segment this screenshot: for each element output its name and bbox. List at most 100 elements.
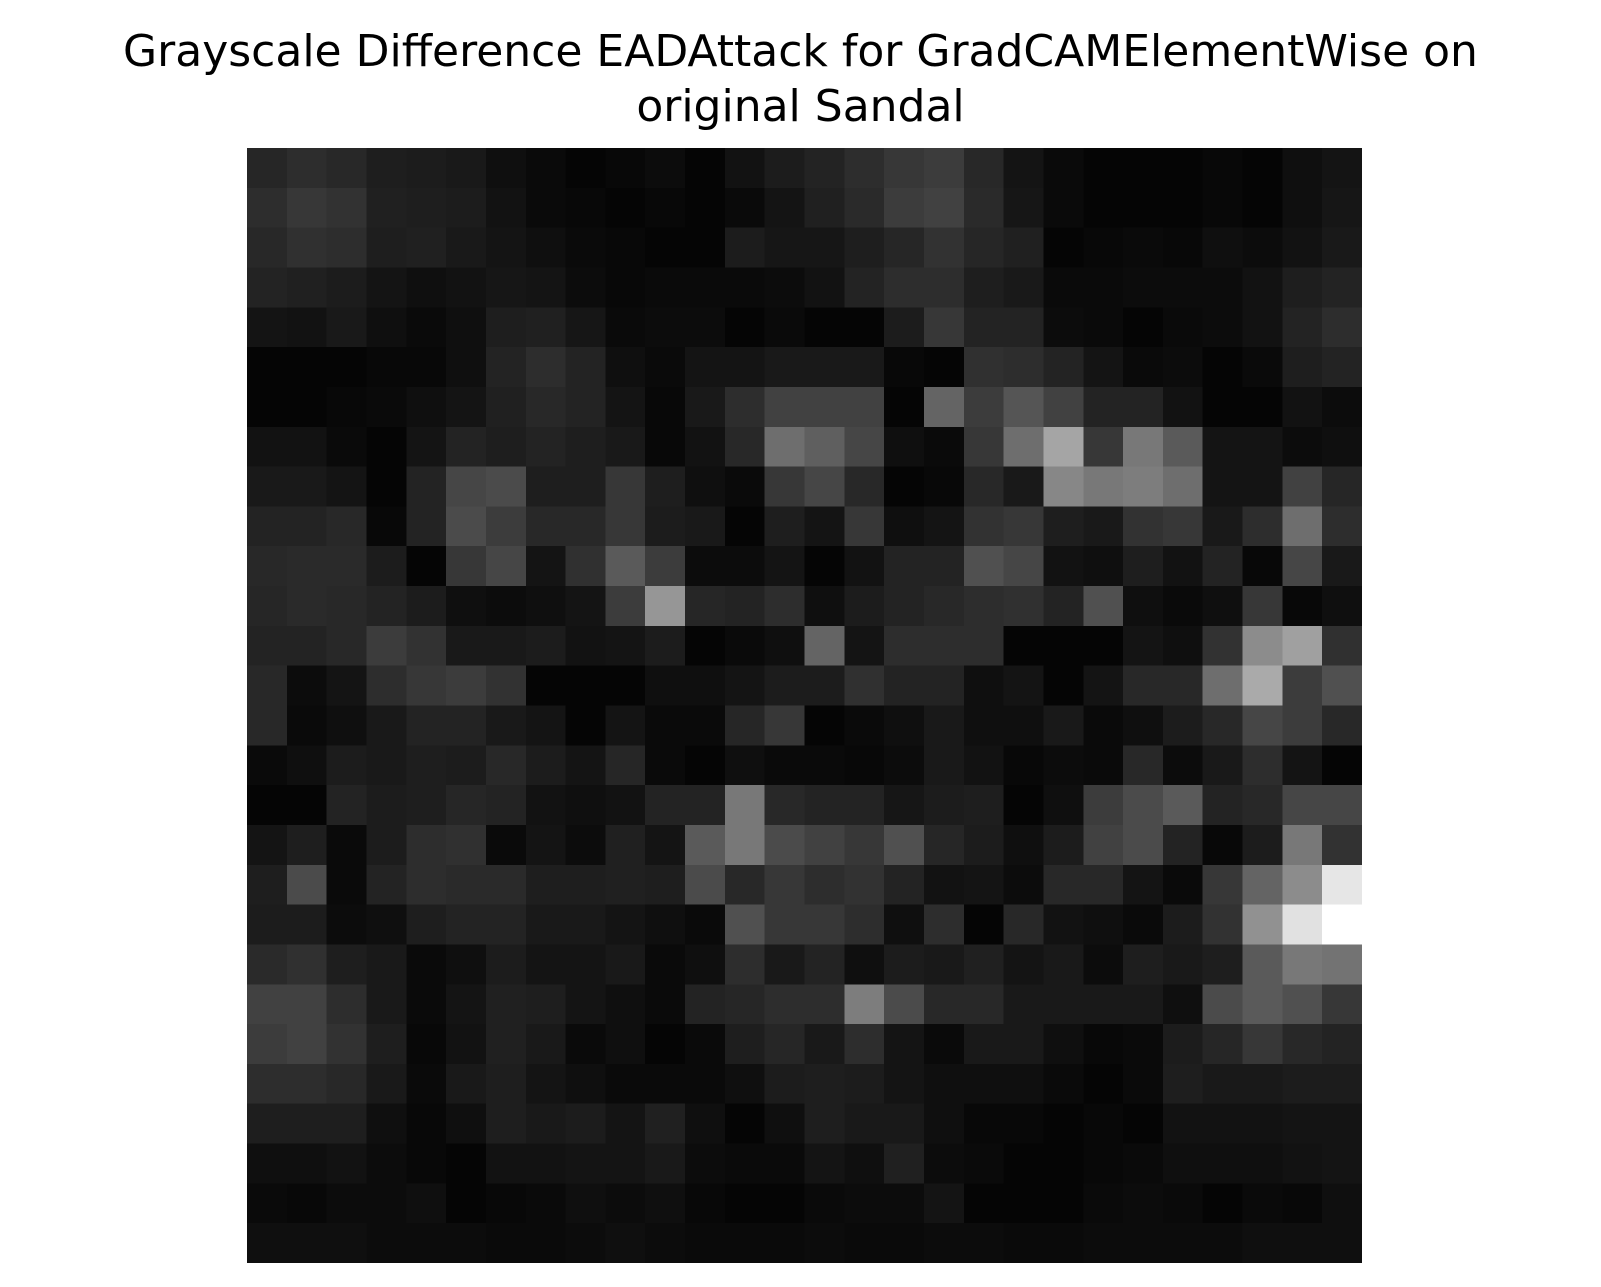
heatmap-cell xyxy=(1242,148,1283,189)
heatmap-cell xyxy=(923,586,965,627)
heatmap-cell xyxy=(565,148,606,189)
heatmap-cell xyxy=(485,1183,527,1224)
heatmap-cell xyxy=(1242,1103,1283,1145)
heatmap-cell xyxy=(963,785,1005,826)
heatmap-cell xyxy=(1162,984,1204,1025)
heatmap-cell xyxy=(724,665,766,706)
heatmap-cell xyxy=(764,187,805,229)
heatmap-cell xyxy=(1282,386,1323,428)
heatmap-cell xyxy=(645,745,686,786)
heatmap-cell xyxy=(844,227,885,268)
heatmap-cell xyxy=(1242,506,1283,547)
heatmap-cell xyxy=(286,187,328,229)
heatmap-cell xyxy=(1282,347,1323,388)
heatmap-cell xyxy=(844,1223,885,1263)
heatmap-cell xyxy=(645,625,686,667)
heatmap-cell xyxy=(963,307,1005,348)
heatmap-cell xyxy=(1083,1223,1124,1263)
heatmap-cell xyxy=(406,785,447,826)
heatmap-cell xyxy=(724,904,766,945)
heatmap-cell xyxy=(525,426,567,468)
heatmap-cell xyxy=(1322,625,1362,667)
heatmap-cell xyxy=(1043,1063,1084,1105)
heatmap-cell xyxy=(804,944,845,985)
heatmap-cell xyxy=(963,586,1005,627)
heatmap-cell xyxy=(565,1063,606,1105)
heatmap-cell xyxy=(1043,506,1084,547)
heatmap-cell xyxy=(326,1024,367,1065)
heatmap-cell xyxy=(406,307,447,348)
heatmap-cell xyxy=(366,426,407,468)
heatmap-cell xyxy=(724,546,766,587)
heatmap-cell xyxy=(645,148,686,189)
heatmap-cell xyxy=(764,984,805,1025)
heatmap-cell xyxy=(724,1103,766,1145)
heatmap-cell xyxy=(685,227,726,268)
heatmap-cell xyxy=(1242,745,1283,786)
heatmap-cell xyxy=(366,466,407,507)
heatmap-cell xyxy=(884,148,925,189)
heatmap-cell xyxy=(1162,1024,1204,1065)
heatmap-cell xyxy=(1083,1024,1124,1065)
heatmap-cell xyxy=(1322,307,1362,348)
heatmap-cell xyxy=(565,1103,606,1145)
heatmap-cell xyxy=(804,347,845,388)
heatmap-cell xyxy=(1083,1143,1124,1184)
heatmap-cell xyxy=(247,347,288,388)
heatmap-cell xyxy=(1282,705,1323,746)
heatmap-cell xyxy=(605,307,646,348)
heatmap-cell xyxy=(1043,386,1084,428)
heatmap-cell xyxy=(406,625,447,667)
heatmap-cell xyxy=(963,745,1005,786)
heatmap-cell xyxy=(724,1223,766,1263)
heatmap-cell xyxy=(605,426,646,468)
heatmap-cell xyxy=(366,944,407,985)
heatmap-cell xyxy=(1322,506,1362,547)
heatmap-cell xyxy=(764,1063,805,1105)
heatmap-cell xyxy=(645,187,686,229)
heatmap-cell xyxy=(1083,625,1124,667)
heatmap-cell xyxy=(844,386,885,428)
heatmap-cell xyxy=(764,785,805,826)
heatmap-cell xyxy=(1242,347,1283,388)
heatmap-cell xyxy=(923,267,965,308)
heatmap-cell xyxy=(804,267,845,308)
heatmap-cell xyxy=(764,148,805,189)
heatmap-cell xyxy=(1202,944,1244,985)
heatmap-cell xyxy=(1322,426,1362,468)
heatmap-cell xyxy=(406,546,447,587)
heatmap-cell xyxy=(645,824,686,866)
heatmap-cell xyxy=(923,944,965,985)
heatmap-cell xyxy=(446,1183,487,1224)
heatmap-cell xyxy=(1003,386,1044,428)
heatmap-cell xyxy=(485,904,527,945)
heatmap-cell xyxy=(247,824,288,866)
heatmap-cell xyxy=(1123,984,1164,1025)
heatmap-cell xyxy=(485,984,527,1025)
heatmap-cell xyxy=(1242,1143,1283,1184)
heatmap-cell xyxy=(366,1183,407,1224)
heatmap-cell xyxy=(605,665,646,706)
heatmap-cell xyxy=(406,506,447,547)
heatmap-cell xyxy=(485,586,527,627)
heatmap-cell xyxy=(1242,904,1283,945)
heatmap-cell xyxy=(485,1063,527,1105)
heatmap-cell xyxy=(844,864,885,906)
heatmap-cell xyxy=(1123,1024,1164,1065)
heatmap-cell xyxy=(645,546,686,587)
heatmap-cell xyxy=(1322,187,1362,229)
heatmap-cell xyxy=(923,665,965,706)
heatmap-cell xyxy=(645,785,686,826)
heatmap-cell xyxy=(923,864,965,906)
heatmap-cell xyxy=(923,466,965,507)
heatmap-cell xyxy=(764,745,805,786)
heatmap-cell xyxy=(1322,745,1362,786)
heatmap-cell xyxy=(1202,665,1244,706)
heatmap-cell xyxy=(485,864,527,906)
heatmap-cell xyxy=(446,625,487,667)
heatmap-cell xyxy=(326,665,367,706)
chart-title-line-2: original Sandal xyxy=(636,81,965,132)
heatmap-cell xyxy=(884,1183,925,1224)
heatmap-cell xyxy=(1083,864,1124,906)
heatmap-cell xyxy=(764,267,805,308)
